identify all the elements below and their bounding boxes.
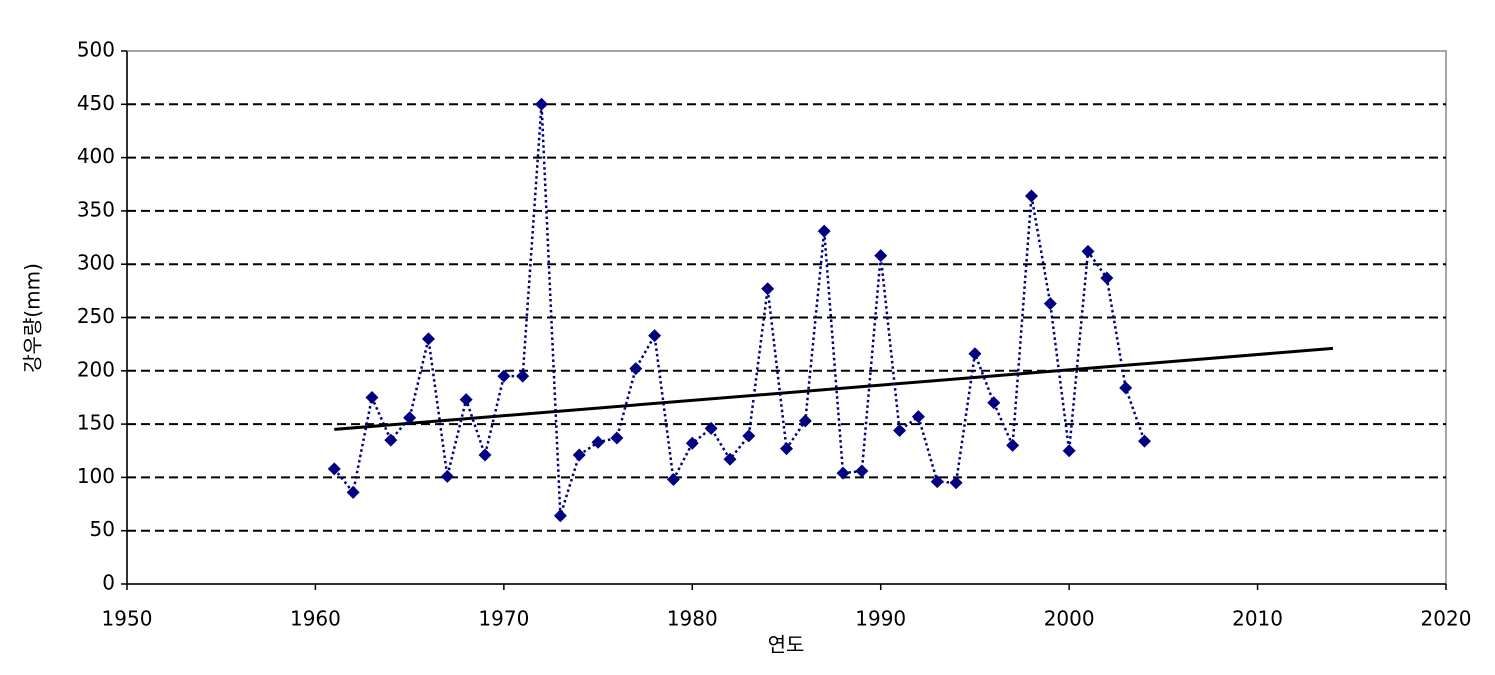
data-point [1119, 381, 1133, 395]
data-point [874, 249, 888, 263]
data-point [761, 282, 775, 296]
y-tick-label: 350 [77, 197, 115, 221]
data-point [610, 431, 624, 445]
x-axis-label: 연도 [768, 633, 805, 657]
data-point [930, 475, 944, 489]
data-point [516, 369, 530, 383]
y-tick-label: 450 [77, 91, 115, 115]
data-point [911, 410, 925, 424]
y-tick-label: 100 [77, 464, 115, 488]
trend-line [334, 346, 1334, 431]
data-point [421, 332, 435, 346]
x-tick-label: 2010 [1232, 607, 1283, 631]
data-point [742, 429, 756, 443]
y-tick-label: 300 [77, 251, 115, 275]
series-line [333, 104, 1146, 517]
data-point [572, 448, 586, 462]
data-point [666, 473, 680, 487]
data-point [346, 485, 360, 499]
data-point [535, 97, 549, 111]
data-point [1100, 271, 1114, 285]
y-tick-label: 500 [77, 38, 115, 62]
data-point [893, 423, 907, 437]
x-tick-label: 1960 [290, 607, 341, 631]
data-point [459, 393, 473, 407]
data-point [1138, 434, 1152, 448]
data-point [629, 362, 643, 376]
data-point [648, 329, 662, 343]
data-point [327, 462, 341, 476]
data-point [478, 448, 492, 462]
data-point [1043, 297, 1057, 311]
y-tick-label: 150 [77, 411, 115, 435]
data-point [836, 466, 850, 480]
y-tick-label: 200 [77, 357, 115, 381]
x-tick-label: 2000 [1044, 607, 1095, 631]
data-point [723, 452, 737, 466]
x-tick-label: 1980 [667, 607, 718, 631]
data-point [798, 414, 812, 428]
y-tick-label: 250 [77, 304, 115, 328]
data-point [780, 442, 793, 456]
y-tick-label: 50 [90, 517, 115, 541]
data-point [1006, 438, 1020, 452]
data-point [968, 347, 982, 361]
data-point [855, 464, 869, 478]
x-tick-label: 1970 [478, 607, 529, 631]
data-point [1024, 189, 1038, 203]
data-point [497, 369, 511, 383]
data-point [384, 433, 398, 447]
data-point [704, 421, 718, 435]
y-tick-label: 400 [77, 144, 115, 168]
y-tick-label: 0 [102, 571, 115, 595]
data-point [685, 436, 699, 450]
data-point [987, 396, 1001, 410]
x-tick-label: 1950 [102, 607, 153, 631]
x-tick-label: 2020 [1421, 607, 1472, 631]
data-point [1081, 244, 1095, 258]
data-point [1062, 444, 1076, 458]
data-point [591, 435, 605, 449]
data-point [440, 469, 454, 483]
y-axis-label: 강우량(mm) [21, 263, 45, 373]
data-point [553, 509, 567, 523]
data-point [949, 476, 963, 490]
x-tick-label: 1990 [855, 607, 906, 631]
data-point [365, 390, 379, 404]
data-point [817, 224, 831, 238]
data-point [403, 411, 417, 425]
